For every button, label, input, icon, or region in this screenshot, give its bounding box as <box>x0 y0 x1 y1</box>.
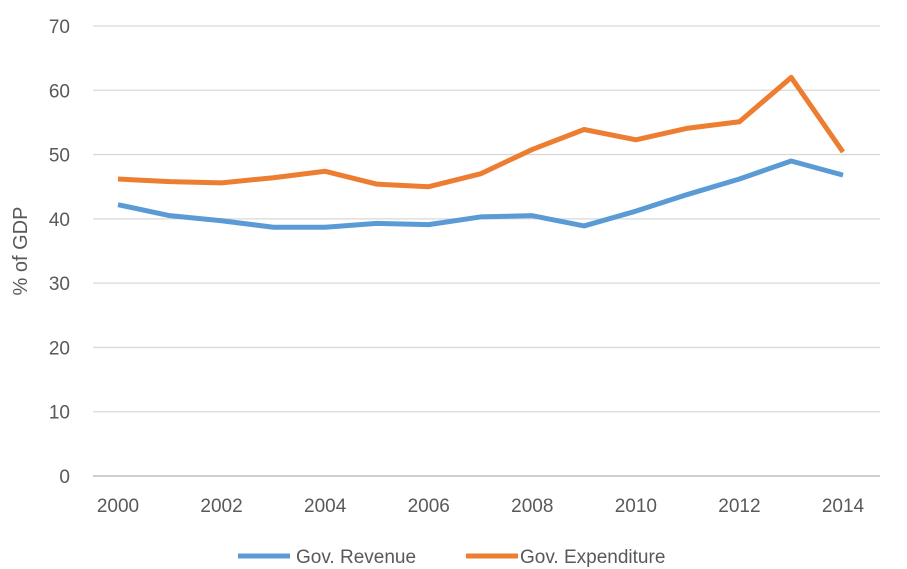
series-lines <box>117 74 846 230</box>
series-line-1 <box>117 74 846 190</box>
y-tick-label: 0 <box>59 467 70 488</box>
y-axis-tick-labels: 0 10 20 30 40 50 60 70 <box>49 17 70 488</box>
x-tick-label: 2002 <box>200 496 242 517</box>
y-axis-title: % of GDP <box>10 207 32 296</box>
y-tick-label: 30 <box>49 274 70 295</box>
series-line-0 <box>117 158 844 230</box>
gridlines <box>93 25 880 477</box>
x-tick-label: 2012 <box>718 496 760 517</box>
y-tick-label: 50 <box>49 146 70 167</box>
y-tick-label: 10 <box>49 403 70 424</box>
x-tick-label: 2008 <box>511 496 553 517</box>
y-tick-label: 20 <box>49 338 70 359</box>
x-tick-label: 2010 <box>615 496 657 517</box>
y-tick-label: 40 <box>49 210 70 231</box>
x-tick-label: 2014 <box>822 496 865 517</box>
y-tick-label: 60 <box>49 81 70 102</box>
y-tick-label: 70 <box>49 17 70 38</box>
legend-label-revenue: Gov. Revenue <box>296 547 416 568</box>
legend-label-expenditure: Gov. Expenditure <box>520 547 665 568</box>
x-axis-tick-labels: 2000 2002 2004 2006 2008 2010 2012 2014 <box>97 496 865 517</box>
x-tick-label: 2006 <box>408 496 450 517</box>
x-tick-label: 2004 <box>304 496 347 517</box>
legend: Gov. Revenue Gov. Expenditure <box>238 547 665 568</box>
x-tick-label: 2000 <box>97 496 139 517</box>
